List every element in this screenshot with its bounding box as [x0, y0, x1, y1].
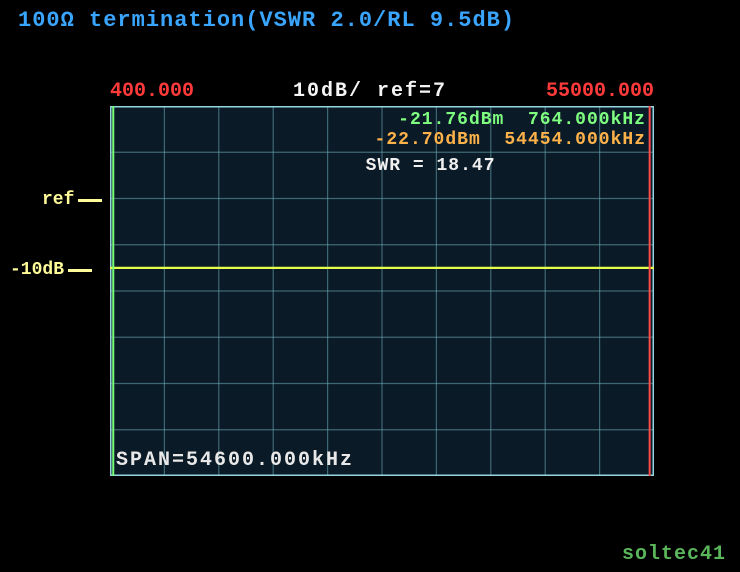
minus10db-annotation: -10dB	[10, 260, 92, 280]
watermark: soltec41	[622, 543, 726, 566]
analyzer-screen: 400.000 10dB/ ref=7 55000.000 -21.76dBm …	[110, 106, 654, 476]
minus10db-annotation-line	[68, 269, 92, 272]
measurement-readout: -21.76dBm 764.000kHz-22.70dBm 54454.000k…	[375, 110, 646, 150]
ref-annotation-label: ref	[42, 190, 74, 210]
swr-readout: SWR = 18.47	[366, 156, 496, 176]
minus10db-annotation-label: -10dB	[10, 260, 64, 280]
freq-stop: 55000.000	[546, 80, 654, 103]
ref-annotation-line	[78, 199, 102, 202]
page-title: 100Ω termination(VSWR 2.0/RL 9.5dB)	[18, 8, 515, 33]
freq-start: 400.000	[110, 80, 194, 103]
span-readout: SPAN=54600.000kHz	[116, 449, 354, 472]
ref-annotation: ref	[42, 190, 102, 210]
screen-header: 400.000 10dB/ ref=7 55000.000	[110, 80, 654, 103]
scale-ref: 10dB/ ref=7	[293, 80, 447, 103]
